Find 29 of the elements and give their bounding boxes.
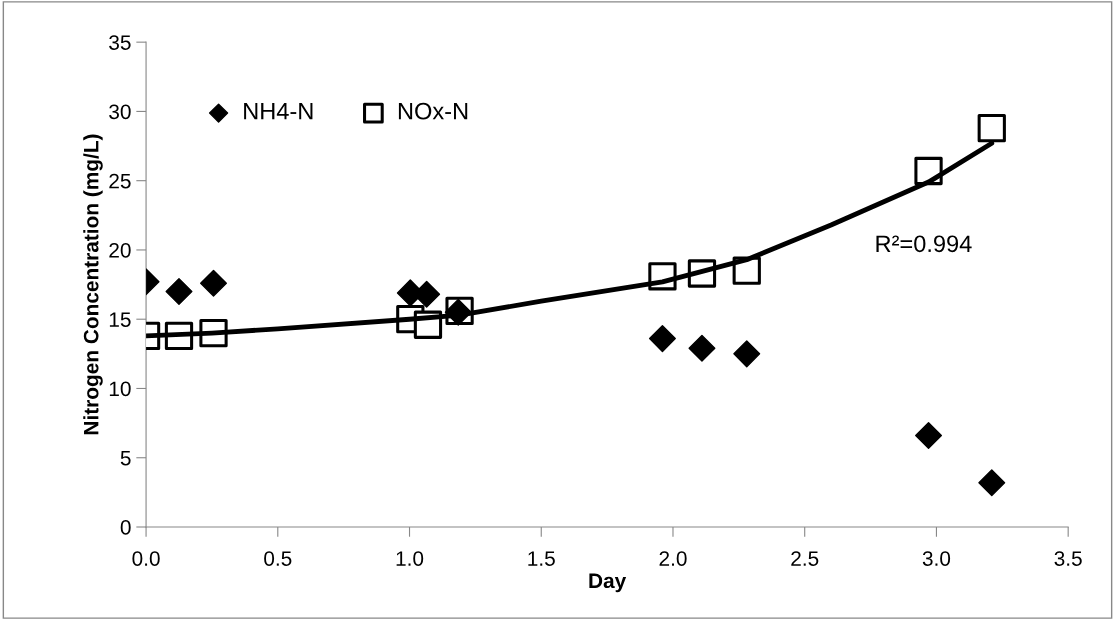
y-tick-label: 20 xyxy=(109,242,131,258)
x-tick-label: 2.5 xyxy=(791,551,819,566)
point xyxy=(733,340,761,368)
x-tick-label: 0.5 xyxy=(264,551,292,566)
x-tick-label: 0.0 xyxy=(132,551,160,566)
point xyxy=(165,278,193,306)
point xyxy=(200,269,228,297)
y-tick-label: 0 xyxy=(120,520,131,535)
point xyxy=(978,469,1006,497)
x-tick-label: 3.5 xyxy=(1054,551,1082,566)
legend-label: NH4-N xyxy=(244,103,313,120)
annotation: R²=0.994 xyxy=(876,235,972,253)
y-tick-label: 25 xyxy=(109,173,131,189)
y-tick-label: 35 xyxy=(109,35,131,50)
x-axis-title: Day xyxy=(589,573,627,593)
point xyxy=(688,334,716,362)
y-axis-title: Nitrogen Concentration (mg/L) xyxy=(83,134,103,435)
point xyxy=(648,325,676,353)
y-tick-label: 5 xyxy=(120,450,131,466)
x-tick-label: 3.0 xyxy=(922,551,951,566)
y-tick-label: 30 xyxy=(109,104,131,120)
point xyxy=(915,422,943,450)
y-tick-label: 10 xyxy=(109,381,131,397)
x-tick-label: 1.5 xyxy=(528,551,555,566)
x-tick-label: 1.0 xyxy=(396,551,424,566)
legend-label: NOx-N xyxy=(398,102,468,120)
x-tick-label: 2.0 xyxy=(659,551,687,566)
point xyxy=(977,113,1006,143)
y-tick-label: 15 xyxy=(109,312,131,327)
